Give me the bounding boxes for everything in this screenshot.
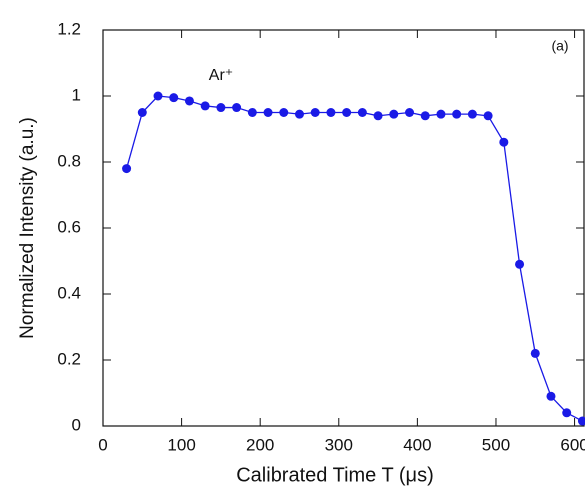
- y-axis-label: Normalized Intensity (a.u.): [17, 117, 38, 339]
- data-point: [153, 91, 163, 101]
- y-tick-label: 1: [72, 85, 81, 104]
- x-tick-label: 300: [325, 435, 353, 454]
- data-point: [562, 408, 572, 418]
- data-point: [216, 103, 226, 113]
- data-point: [200, 101, 210, 111]
- data-point: [263, 108, 273, 117]
- y-tick-label: 0.6: [57, 217, 81, 236]
- data-point: [436, 109, 446, 119]
- y-tick-label: 0.2: [57, 349, 81, 368]
- panel-label: (a): [551, 38, 568, 54]
- data-point: [184, 96, 194, 106]
- x-tick-label: 500: [482, 435, 510, 454]
- data-point: [122, 164, 132, 174]
- data-point: [405, 108, 415, 117]
- data-point: [483, 111, 493, 121]
- x-tick-label: 400: [403, 435, 431, 454]
- data-point: [232, 103, 242, 113]
- data-point: [169, 93, 179, 103]
- data-point: [247, 108, 257, 117]
- data-point: [546, 391, 556, 401]
- x-axis-label: Calibrated Time T (μs): [236, 464, 434, 486]
- series-annotation: Ar⁺: [209, 67, 233, 84]
- x-tick-label: 0: [98, 435, 107, 454]
- data-point: [342, 108, 352, 117]
- data-point: [389, 109, 399, 119]
- x-tick-label: 600: [560, 435, 585, 454]
- data-point: [577, 416, 585, 426]
- y-tick-label: 1.2: [57, 19, 81, 38]
- data-point: [310, 108, 320, 117]
- data-point: [137, 108, 147, 117]
- data-point: [467, 109, 477, 119]
- data-point: [499, 137, 509, 147]
- data-point: [420, 111, 430, 121]
- data-point: [452, 109, 462, 119]
- data-point: [294, 109, 304, 119]
- plot-frame: [102, 29, 585, 427]
- x-tick-label: 100: [167, 435, 195, 454]
- y-tick-label: 0.8: [57, 151, 81, 170]
- data-point: [279, 108, 289, 117]
- y-tick-label: 0: [72, 415, 81, 434]
- data-point: [357, 108, 367, 117]
- series-line: [125, 95, 585, 422]
- data-point: [530, 348, 540, 358]
- data-point: [326, 108, 336, 117]
- y-tick-label: 0.4: [57, 283, 81, 302]
- data-point: [515, 259, 525, 269]
- data-point: [373, 111, 383, 121]
- x-tick-label: 200: [246, 435, 274, 454]
